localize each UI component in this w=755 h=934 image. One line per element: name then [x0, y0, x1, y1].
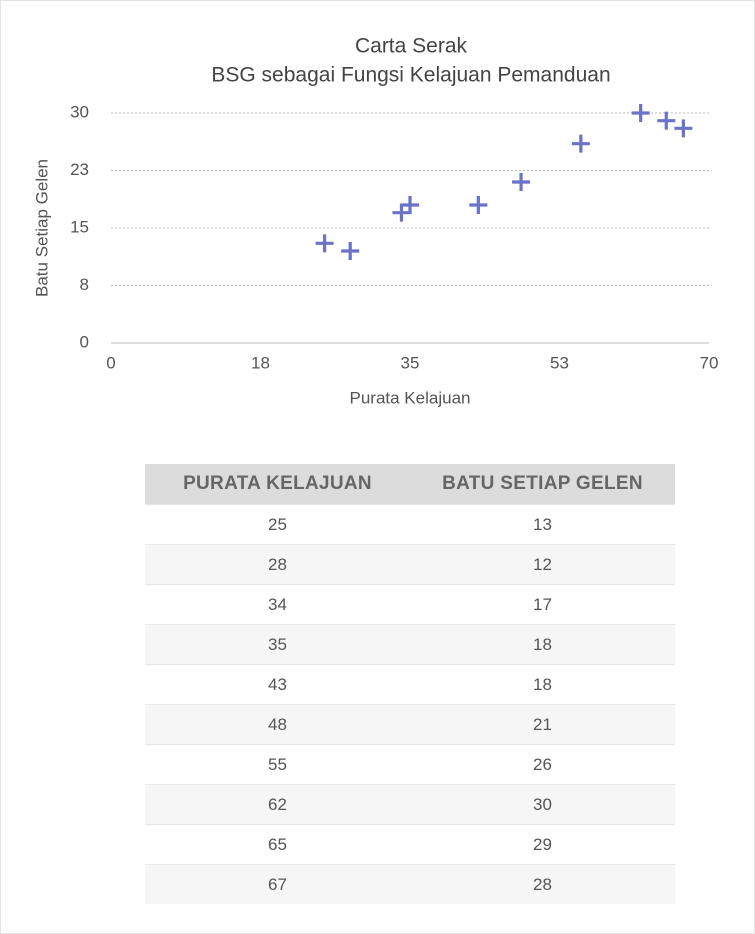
point	[469, 196, 488, 214]
table-cell: 18	[410, 664, 675, 705]
table-row: 55 26	[145, 744, 675, 785]
table-cell: 12	[410, 544, 675, 585]
column-header: PURATA KELAJUAN	[145, 464, 410, 505]
point	[315, 234, 334, 253]
table-cell: 13	[410, 504, 675, 545]
y-axis-label: Batu Setiap Gelen	[32, 159, 51, 297]
table-cell: 17	[410, 584, 675, 625]
table-cell: 34	[145, 584, 410, 625]
table-cell: 48	[145, 704, 410, 745]
x-tick-label: 0	[106, 353, 115, 372]
table-body: 25 13 28 12 34 17 35 18 43 18 48 21 55 26 62 30 65 29 67 28	[145, 504, 675, 904]
chart-title: Carta Serak	[355, 35, 468, 58]
table-cell: 28	[145, 544, 410, 585]
table-row: 43 18	[145, 664, 675, 705]
table-cell: 67	[145, 864, 410, 904]
chart-subtitle: BSG sebagai Fungsi Kelajuan Pemanduan	[211, 64, 610, 87]
data-table: PURATA KELAJUAN BATU SETIAP GELEN 25 13 28 1…	[145, 464, 675, 904]
table-cell: 25	[145, 504, 410, 545]
table-row: 48 21	[145, 704, 675, 745]
y-tick-label: 23	[70, 160, 89, 179]
point	[392, 203, 411, 222]
table-row: 28 12	[145, 544, 675, 585]
point	[512, 173, 531, 191]
y-tick-label: 15	[70, 217, 89, 236]
table-row: 67 28	[145, 864, 675, 904]
table-cell: 18	[410, 624, 675, 665]
x-tick-label: 18	[251, 353, 270, 372]
x-tick-label: 53	[550, 353, 569, 372]
table-cell: 26	[410, 744, 675, 785]
table-cell: 21	[410, 704, 675, 745]
table-cell: 28	[410, 864, 675, 904]
y-tick-label: 0	[80, 332, 89, 351]
table-cell: 43	[145, 664, 410, 705]
table-row: 65 29	[145, 824, 675, 865]
table-cell: 65	[145, 824, 410, 865]
y-tick-label: 8	[80, 275, 89, 294]
y-tick-label: 30	[70, 102, 89, 121]
point	[674, 119, 693, 138]
column-header: BATU SETIAP GELEN	[410, 464, 675, 505]
table-cell: 30	[410, 784, 675, 825]
x-tick-label: 35	[401, 353, 420, 372]
point	[401, 196, 419, 214]
point	[341, 242, 360, 260]
table-row: 62 30	[145, 784, 675, 825]
point	[631, 104, 650, 122]
point	[571, 134, 590, 153]
chart: Carta Serak BSG sebagai Fungsi Kelajuan …	[32, 35, 719, 408]
table-cell: 55	[145, 744, 410, 785]
table-cell: 29	[410, 824, 675, 865]
x-axis-label: Purata Kelajuan	[350, 388, 471, 407]
x-tick-label: 70	[700, 353, 719, 372]
table-row: 35 18	[145, 624, 675, 665]
table-cell: 35	[145, 624, 410, 665]
point	[657, 111, 676, 130]
table-row: 25 13	[145, 504, 675, 545]
table-cell: 62	[145, 784, 410, 825]
table-header: PURATA KELAJUAN BATU SETIAP GELEN	[145, 464, 675, 505]
table-row: 34 17	[145, 584, 675, 625]
